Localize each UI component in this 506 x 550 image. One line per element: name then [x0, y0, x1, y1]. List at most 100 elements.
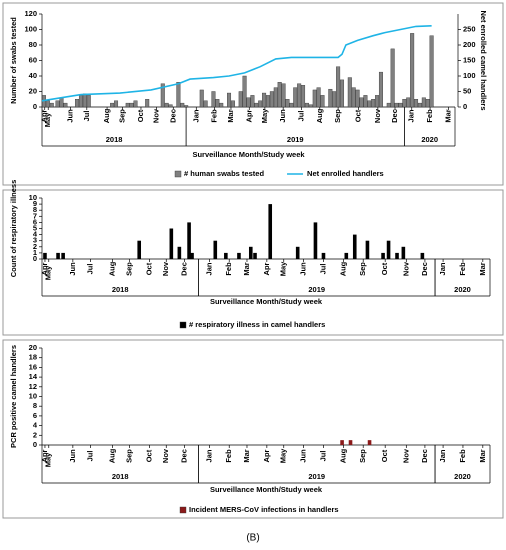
x-tick-label: May: [44, 452, 53, 467]
x-tick-label: Oct: [136, 109, 145, 122]
bar: [395, 252, 399, 259]
y2-tick-label: 200: [463, 40, 476, 49]
x-tick-label: Jul: [86, 451, 95, 462]
x-tick-label: Jan: [407, 109, 416, 122]
bar: [313, 222, 318, 259]
x-tick-label: Jun: [278, 109, 287, 123]
legend-label: # respiratory illness in camel handlers: [189, 320, 325, 329]
x-tick-label: Feb: [210, 109, 219, 123]
y2-tick-label: 50: [463, 86, 471, 95]
y-tick-label: 4: [33, 230, 38, 239]
legend-label: Incident MERS-CoV infections in handlers: [189, 505, 339, 514]
x-tick-label: May: [279, 261, 288, 276]
bar: [414, 99, 419, 108]
x-tick-label: Nov: [401, 448, 410, 463]
bar: [262, 92, 267, 108]
bar: [320, 95, 325, 108]
x-tick-label: Oct: [353, 109, 362, 122]
y2-tick-label: 100: [463, 71, 476, 80]
x-tick-label: Apr: [262, 262, 271, 275]
bar: [375, 95, 380, 108]
bar: [250, 95, 255, 108]
x-tick-label: Jun: [68, 449, 77, 463]
y-tick-label: 8: [33, 205, 37, 214]
x-axis-title: Surveillance Month/Study week: [210, 297, 323, 306]
bar: [281, 83, 286, 108]
x-tick-label: Nov: [152, 108, 161, 123]
bar: [386, 240, 391, 259]
bar: [344, 252, 349, 259]
bar: [114, 100, 119, 108]
y-tick-label: 14: [29, 372, 38, 381]
y2-tick-label: 250: [463, 24, 476, 33]
bar: [347, 77, 352, 108]
bar: [355, 89, 360, 108]
bar: [398, 102, 403, 108]
x-tick-label: Jan: [438, 449, 447, 462]
bar: [352, 234, 357, 259]
x-tick-label: Jun: [65, 109, 74, 123]
bar: [421, 97, 426, 108]
bar: [213, 240, 218, 259]
bar: [289, 102, 294, 108]
x-tick-label: Jun: [299, 262, 308, 276]
bar: [238, 91, 243, 108]
bar: [180, 102, 185, 108]
bar: [295, 246, 300, 259]
x-tick-label: Nov: [401, 261, 410, 276]
x-axis-title: Surveillance Month/Study week: [192, 150, 305, 159]
y-tick-label: 2: [33, 430, 37, 439]
bar: [219, 102, 224, 108]
bar: [86, 95, 91, 108]
year-label: 2018: [112, 285, 129, 294]
y-tick-label: 80: [29, 40, 37, 49]
y-tick-label: 120: [24, 9, 37, 18]
bar: [110, 102, 115, 108]
y-tick-label: 10: [29, 391, 37, 400]
bar: [410, 33, 415, 108]
x-tick-label: Mar: [242, 262, 251, 275]
y-tick-label: 0: [33, 102, 37, 111]
bar: [417, 102, 422, 108]
bar: [133, 100, 138, 108]
x-tick-label: Aug: [338, 448, 347, 463]
x-tick-label: Jul: [296, 111, 305, 122]
x-tick-label: May: [279, 448, 288, 463]
x-tick-label: Oct: [380, 262, 389, 275]
x-tick-label: Jul: [86, 264, 95, 275]
x-tick-label: Jun: [68, 262, 77, 276]
bar: [227, 92, 232, 108]
bar: [268, 204, 273, 259]
y-tick-label: 60: [29, 55, 37, 64]
bar: [332, 91, 337, 108]
x-tick-label: Oct: [380, 449, 389, 462]
x-tick-label: Aug: [108, 261, 117, 276]
bar: [145, 99, 150, 108]
x-tick-label: Jun: [299, 449, 308, 463]
bar: [401, 246, 406, 259]
bar: [230, 100, 235, 108]
bar: [177, 246, 182, 259]
bar: [336, 66, 341, 108]
y-tick-label: 1: [33, 248, 37, 257]
x-tick-label: Jan: [438, 262, 447, 275]
year-label: 2019: [308, 285, 325, 294]
x-tick-label: Dec: [168, 109, 177, 123]
y-tick-label: 6: [33, 217, 37, 226]
panel-frame: [2, 339, 504, 519]
x-tick-label: Aug: [338, 261, 347, 276]
bar: [49, 102, 54, 108]
bar: [348, 440, 353, 445]
bar: [328, 88, 333, 108]
bar: [184, 105, 189, 108]
x-tick-label: Mar: [478, 449, 487, 462]
y-axis-title: Number of swabs tested: [9, 17, 18, 104]
year-label: 2019: [308, 472, 325, 481]
bar: [199, 89, 204, 108]
x-tick-label: Feb: [458, 449, 467, 463]
y-tick-label: 12: [29, 382, 37, 391]
bar: [359, 97, 364, 108]
bar: [297, 83, 302, 108]
x-tick-label: Jan: [204, 449, 213, 462]
